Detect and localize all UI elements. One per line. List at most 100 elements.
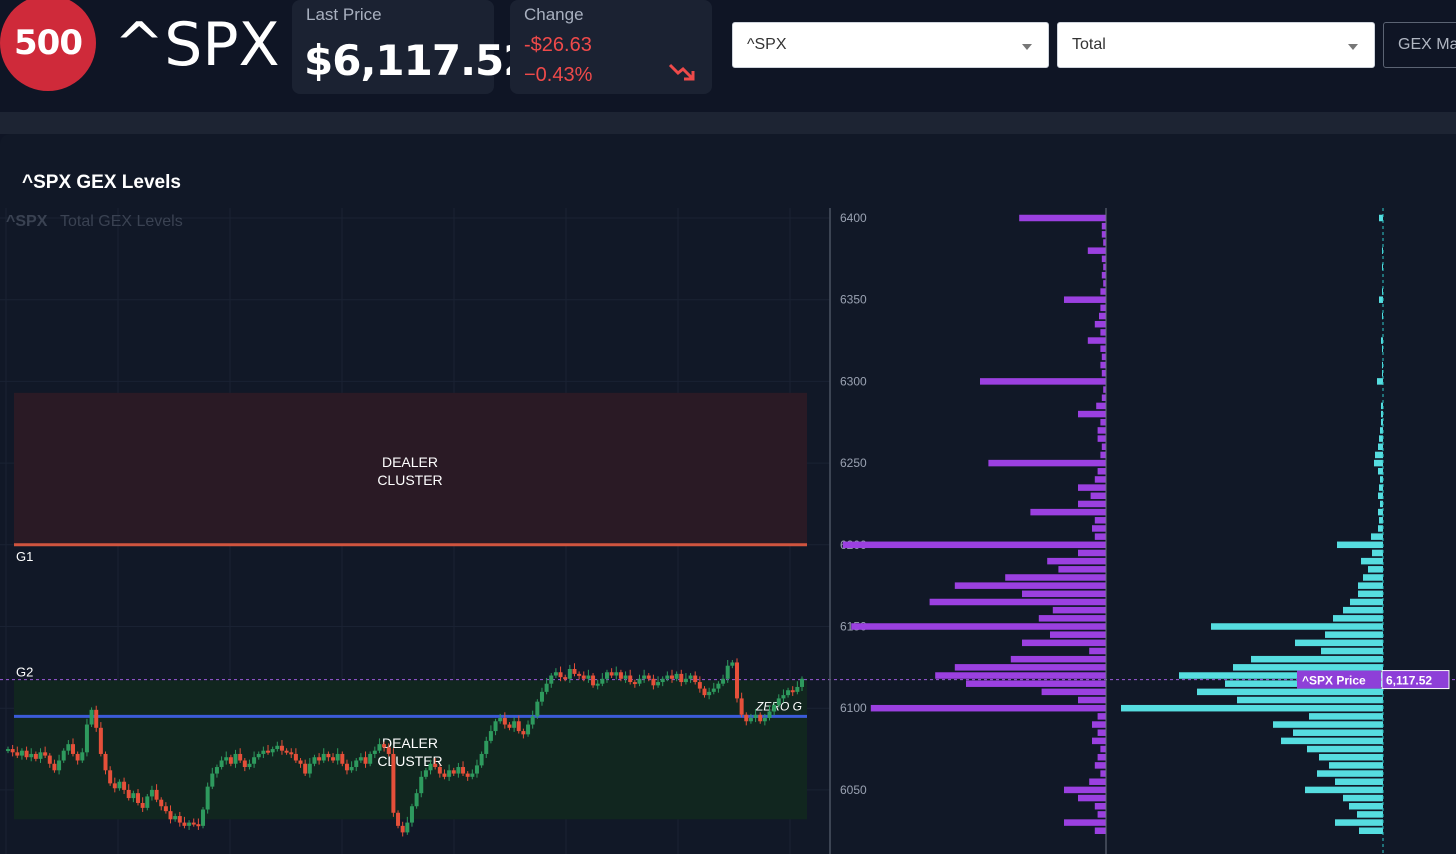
candle-body	[377, 744, 382, 751]
negative-gex-bar	[1100, 329, 1106, 336]
sp500-logo-badge: 500	[0, 0, 96, 91]
last-price-value: $6,117.52	[304, 36, 532, 85]
candle-body	[651, 678, 656, 686]
chart-watermark-text: Total GEX Levels	[60, 213, 183, 230]
dealer-cluster-zone	[14, 392, 807, 545]
candle-body	[502, 718, 507, 725]
negative-gex-bar	[1038, 615, 1106, 622]
candle-body	[474, 765, 479, 774]
candle-body	[479, 753, 484, 766]
candle-body	[187, 822, 192, 826]
positive-gex-bar	[1337, 541, 1383, 549]
candle-body	[665, 675, 670, 679]
candle-body	[530, 716, 535, 725]
positive-gex-bar	[1317, 770, 1383, 777]
negative-gex-bar	[935, 672, 1106, 679]
candle-body	[307, 763, 312, 774]
candle-body	[168, 811, 173, 820]
gex-map-button[interactable]: GEX Ma	[1383, 22, 1456, 68]
negative-gex-bar	[1050, 631, 1106, 638]
negative-gex-bar	[1097, 468, 1106, 475]
negative-gex-bar	[1092, 737, 1106, 745]
negative-gex-bar	[1101, 255, 1106, 263]
candle-body	[786, 690, 791, 696]
positive-gex-bar	[1251, 655, 1383, 663]
candle-body	[683, 678, 688, 683]
positive-gex-bar	[1349, 802, 1383, 810]
negative-gex-bar	[1094, 827, 1106, 834]
negative-gex-bar	[1097, 427, 1106, 434]
candle-body	[748, 718, 753, 722]
candle-body	[19, 750, 24, 756]
price-tick-label: 6050	[840, 783, 867, 797]
candle-body	[163, 806, 168, 812]
candle-body	[275, 745, 280, 750]
positive-gex-bar	[1377, 378, 1383, 385]
price-tag-label: ^SPX Price	[1302, 674, 1366, 688]
candle-body	[465, 773, 470, 777]
candle-body	[396, 812, 401, 826]
candle-body	[423, 770, 428, 777]
candle-body	[498, 718, 503, 722]
candle-body	[279, 745, 284, 751]
candle-body	[182, 822, 187, 826]
positive-gex-bar	[1372, 549, 1383, 557]
symbol-select[interactable]: ^SPX	[732, 22, 1049, 68]
dealer-cluster-label: DEALER	[382, 454, 438, 470]
candle-body	[591, 675, 596, 686]
candle-body	[117, 781, 122, 789]
negative-gex-bar	[1078, 549, 1106, 557]
candle-body	[233, 753, 238, 764]
negative-gex-bar	[1022, 590, 1106, 598]
candle-body	[447, 770, 452, 777]
symbol-select-value: ^SPX	[747, 36, 787, 53]
gex-type-select[interactable]: Total	[1057, 22, 1375, 68]
candle-body	[563, 677, 568, 680]
negative-gex-bar	[1089, 778, 1106, 785]
candle-body	[247, 763, 252, 768]
positive-gex-bar	[1273, 721, 1383, 728]
candle-body	[140, 802, 145, 808]
candle-body	[219, 760, 224, 768]
positive-gex-bar	[1363, 574, 1383, 581]
positive-gex-bar	[1382, 263, 1383, 271]
candle-body	[758, 714, 763, 722]
candle-body	[57, 760, 62, 771]
positive-gex-bar	[1380, 500, 1383, 508]
candle-body	[614, 672, 619, 676]
candle-body	[43, 752, 48, 756]
candle-body	[196, 824, 201, 827]
candle-body	[646, 675, 651, 679]
candle-body	[461, 767, 466, 774]
candle-body	[456, 767, 461, 774]
candle-body	[335, 753, 340, 761]
price-tick-label: 6400	[840, 211, 867, 225]
candle-body	[669, 675, 674, 679]
candle-body	[405, 822, 410, 833]
positive-gex-bar	[1382, 369, 1383, 377]
candle-body	[470, 773, 475, 777]
negative-gex-bar	[1097, 753, 1106, 761]
candle-body	[711, 688, 716, 692]
negative-gex-bar	[1064, 819, 1106, 826]
negative-gex-bar	[1064, 786, 1106, 794]
positive-gex-bar	[1379, 435, 1383, 442]
negative-gex-bar	[1087, 337, 1106, 344]
candle-body	[660, 678, 665, 683]
dealer-cluster-label: CLUSTER	[377, 472, 442, 488]
candle-body	[707, 691, 712, 696]
candle-body	[656, 682, 661, 686]
candle-body	[618, 672, 623, 679]
candle-body	[228, 757, 233, 764]
positive-gex-bar	[1197, 688, 1383, 696]
candle-body	[191, 822, 196, 825]
candle-body	[632, 682, 637, 685]
candle-body	[604, 672, 609, 679]
candle-body	[419, 776, 424, 794]
negative-gex-bar	[1101, 222, 1106, 230]
candle-body	[623, 675, 628, 679]
candle-body	[238, 753, 243, 761]
last-price-card: Last Price $6,117.52	[292, 0, 532, 94]
candle-body	[716, 683, 721, 689]
